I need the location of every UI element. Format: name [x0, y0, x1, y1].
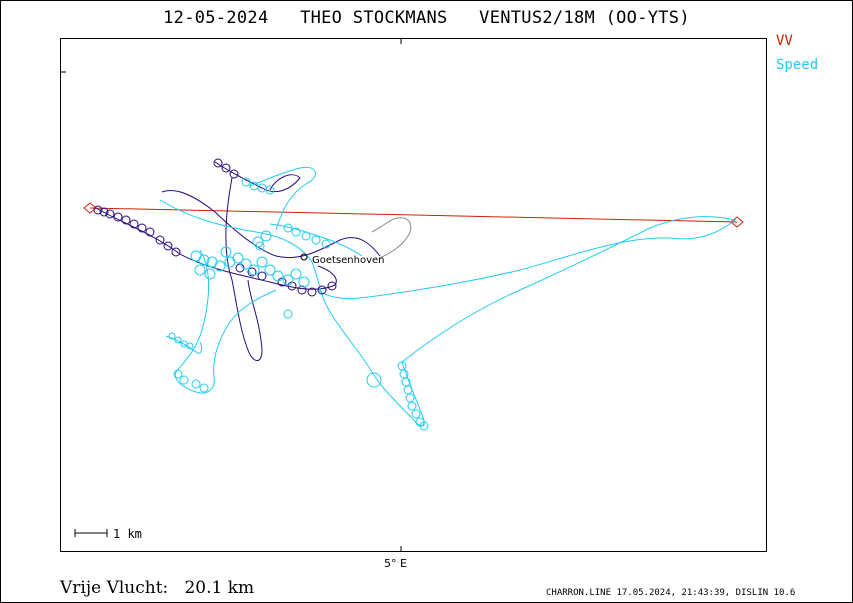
legend-speed: Speed: [776, 57, 819, 73]
software-credit: CHARRON.LINE 17.05.2024, 21:43:39, DISLI…: [546, 588, 796, 598]
thermal-circles-dark: [93, 158, 337, 297]
fast-track-segment: [371, 361, 425, 427]
fast-track-segment: [159, 199, 373, 373]
map-plot-area[interactable]: [60, 38, 767, 552]
task-turnpoint-marker-icon: [730, 216, 744, 228]
scale-bar-icon: [74, 529, 108, 537]
fast-track-segment: [165, 335, 203, 354]
free-flight-distance: Vrije Vlucht: 20.1 km: [60, 578, 255, 598]
fast-track-segment: [249, 166, 316, 231]
place-label: Goetsenhoven: [312, 255, 385, 266]
slow-track-segment: [225, 177, 263, 361]
fast-track-segment: [317, 216, 737, 363]
gray-track-segment: [371, 217, 412, 259]
thermal-circles-fast: [168, 177, 429, 431]
task-line: [89, 207, 738, 223]
legend-vv: VV: [776, 33, 793, 49]
fast-track-segment: [269, 223, 363, 257]
scale-bar-label: 1 km: [113, 527, 142, 541]
task-start-marker-icon: [83, 202, 97, 214]
slow-track-segment: [161, 190, 381, 259]
flight-title: 12-05-2024 THEO STOCKMANS VENTUS2/18M (O…: [163, 8, 690, 28]
circle-marker-icon[interactable]: [300, 253, 308, 261]
fast-track-segment: [174, 249, 277, 394]
slow-track-segment: [95, 207, 337, 290]
x-axis-tick-label: 5° E: [384, 557, 407, 570]
